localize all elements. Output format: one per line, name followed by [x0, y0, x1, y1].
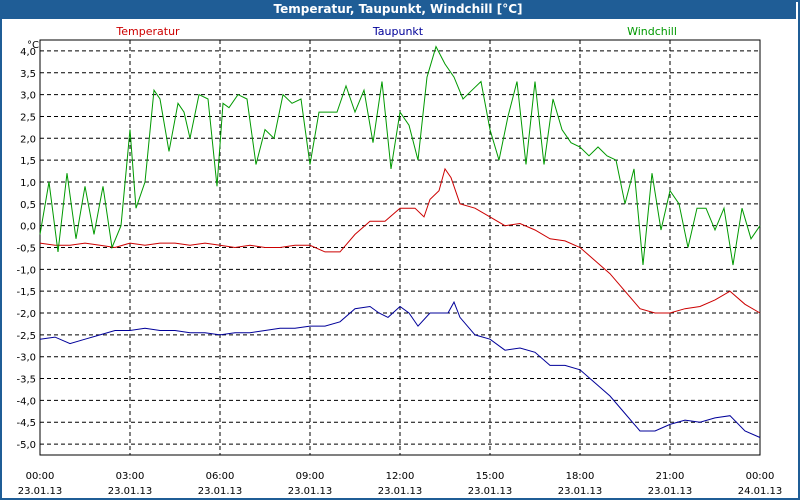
x-tick-date-label: 23.01.13	[198, 486, 243, 497]
x-tick-time-label: 03:00	[116, 471, 145, 482]
series-line-temperatur	[39, 167, 761, 314]
y-tick-label: -2,5	[16, 331, 36, 342]
x-tick-date-label: 23.01.13	[18, 486, 63, 497]
x-tick-date-label: 23.01.13	[558, 486, 603, 497]
y-axis-unit-label: °C	[27, 40, 39, 51]
series-line-windchill	[39, 45, 761, 266]
y-tick-label: 1,0	[20, 178, 36, 189]
grid-lines	[40, 40, 760, 455]
y-tick-label: 1,5	[20, 156, 36, 167]
tick-labels: 4,0 3,5 3,0 2,5 2,0 1,5 1,0 0,5 0,0 -0,5 -1,0 -1,5 -…	[16, 47, 782, 497]
x-tick-time-label: 18:00	[566, 471, 595, 482]
legend-windchill: Windchill	[627, 25, 677, 38]
chart-title: Temperatur, Taupunkt, Windchill [°C]	[0, 0, 796, 19]
legend-taupunkt: Taupunkt	[372, 25, 424, 38]
x-tick-time-label: 12:00	[386, 471, 415, 482]
x-tick-date-label: 23.01.13	[648, 486, 693, 497]
plot-border	[39, 39, 761, 456]
x-tick-date-label: 24.01.13	[738, 486, 783, 497]
series-line-taupunkt	[39, 300, 761, 438]
y-tick-label: -4,0	[16, 396, 36, 407]
y-tick-label: 0,0	[20, 222, 36, 233]
y-tick-label: -3,0	[16, 353, 36, 364]
y-tick-label: -2,0	[16, 309, 36, 320]
plot-area-border	[39, 39, 761, 456]
x-tick-time-label: 09:00	[296, 471, 325, 482]
x-tick-date-label: 23.01.13	[468, 486, 513, 497]
y-tick-label: 4,0	[20, 47, 36, 58]
y-tick-label: -5,0	[16, 440, 36, 451]
legend-temperatur: Temperatur	[115, 25, 180, 38]
y-tick-label: -1,0	[16, 265, 36, 276]
y-tick-label: -4,5	[16, 418, 36, 429]
y-tick-label: 0,5	[20, 200, 36, 211]
x-tick-date-label: 23.01.13	[378, 486, 423, 497]
y-tick-label: 3,0	[20, 91, 36, 102]
y-tick-label: -1,5	[16, 287, 36, 298]
x-tick-time-label: 21:00	[656, 471, 685, 482]
x-tick-date-label: 23.01.13	[108, 486, 153, 497]
x-tick-time-label: 00:00	[746, 471, 775, 482]
y-tick-label: 3,5	[20, 69, 36, 80]
y-tick-label: 2,0	[20, 134, 36, 145]
x-tick-date-label: 23.01.13	[288, 486, 333, 497]
y-tick-label: 2,5	[20, 112, 36, 123]
y-tick-label: -3,5	[16, 375, 36, 386]
series-lines	[39, 45, 761, 438]
x-tick-time-label: 00:00	[26, 471, 55, 482]
x-tick-time-label: 06:00	[206, 471, 235, 482]
x-tick-time-label: 15:00	[476, 471, 505, 482]
y-tick-label: -0,5	[16, 244, 36, 255]
